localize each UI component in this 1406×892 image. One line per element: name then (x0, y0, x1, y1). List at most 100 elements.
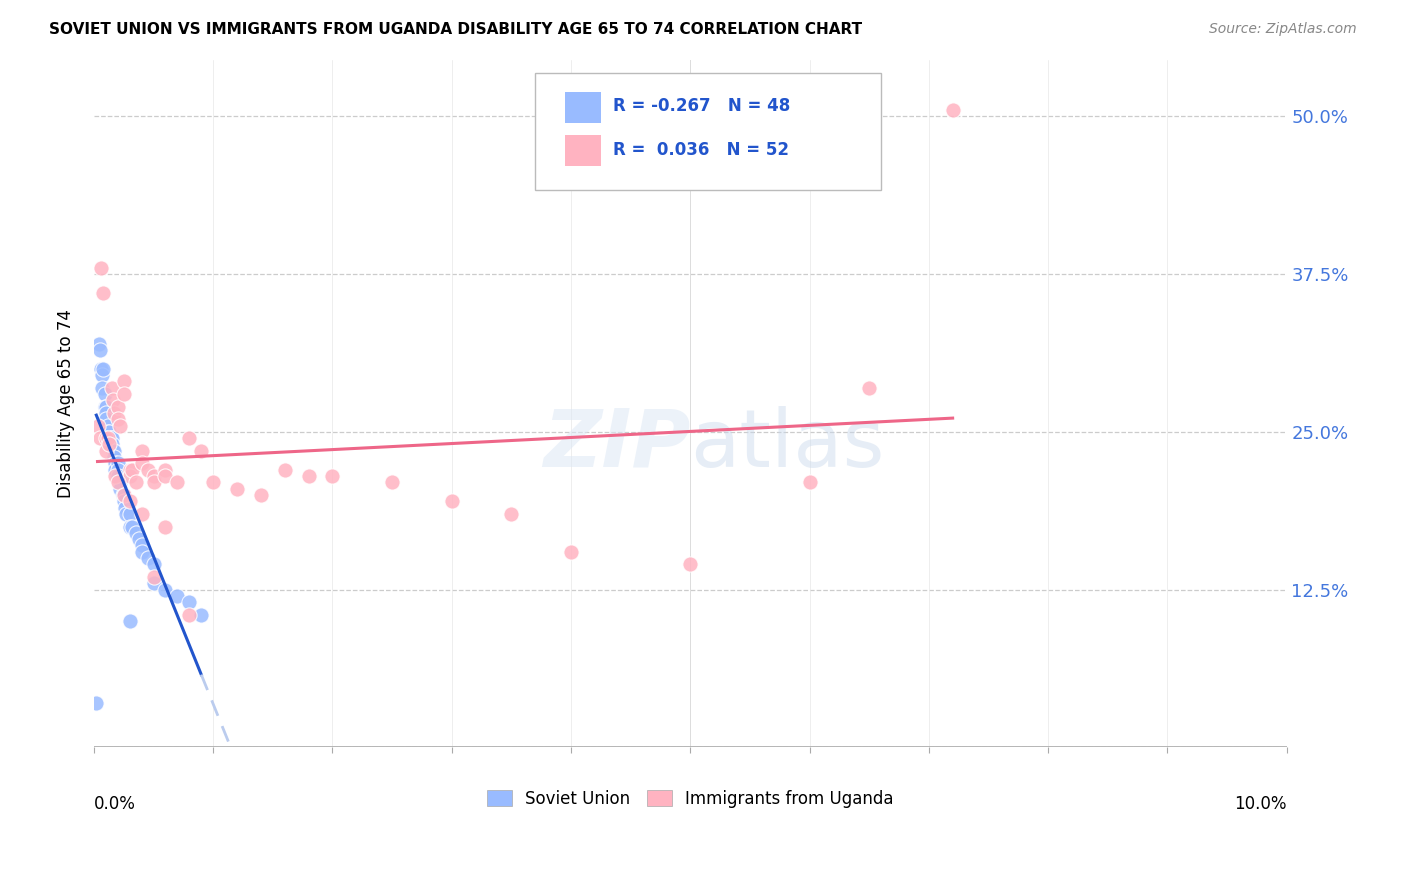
Point (297, 469, 319, 483)
Point (858, 381, 880, 395)
Point (94, 443, 117, 458)
Point (118, 507, 141, 521)
Point (381, 475, 404, 490)
Text: R =  0.036   N = 52: R = 0.036 N = 52 (613, 141, 789, 159)
Point (112, 387, 135, 401)
Point (250, 488, 273, 502)
Point (108, 482, 131, 496)
Point (107, 457, 129, 471)
Point (131, 457, 153, 471)
Point (98, 425, 121, 439)
Point (108, 418, 131, 433)
Point (155, 582, 177, 597)
Text: R = -0.267   N = 48: R = -0.267 N = 48 (613, 97, 790, 115)
Point (112, 375, 135, 389)
Point (89, 431, 111, 445)
Point (112, 494, 135, 508)
Point (93, 361, 115, 376)
Point (560, 545, 582, 559)
Point (86, 696, 108, 710)
Point (112, 488, 135, 502)
Point (101, 437, 124, 451)
Point (94, 412, 117, 426)
Text: 0.0%: 0.0% (94, 796, 136, 814)
Point (136, 551, 159, 566)
Point (942, 103, 965, 117)
Text: Source: ZipAtlas.com: Source: ZipAtlas.com (1209, 22, 1357, 37)
Point (440, 494, 463, 508)
Point (91, 368, 114, 382)
Point (93, 387, 115, 401)
Point (97, 425, 120, 439)
Point (103, 450, 125, 464)
Point (679, 558, 702, 572)
Point (104, 457, 127, 471)
Point (121, 463, 143, 477)
Point (94, 400, 117, 414)
Point (202, 475, 225, 490)
Text: atlas: atlas (690, 406, 884, 483)
Point (190, 443, 212, 458)
Point (98, 437, 121, 451)
Point (107, 463, 129, 477)
Point (131, 545, 153, 559)
Point (93, 286, 115, 301)
Point (179, 595, 201, 609)
Point (190, 607, 212, 622)
Point (90, 260, 112, 275)
Point (111, 488, 134, 502)
Point (179, 607, 201, 622)
Point (124, 525, 146, 540)
Point (114, 500, 136, 515)
Point (131, 443, 153, 458)
Point (90, 361, 112, 376)
Point (97, 418, 120, 433)
Point (118, 519, 141, 533)
Point (118, 469, 141, 483)
Point (131, 507, 153, 521)
Point (226, 482, 249, 496)
Point (128, 532, 150, 546)
Point (799, 475, 821, 490)
Point (166, 475, 188, 490)
Point (136, 463, 159, 477)
Point (103, 443, 125, 458)
Text: ZIP: ZIP (543, 406, 690, 483)
Legend: Soviet Union, Immigrants from Uganda: Soviet Union, Immigrants from Uganda (479, 783, 900, 814)
Point (179, 431, 201, 445)
Y-axis label: Disability Age 65 to 74: Disability Age 65 to 74 (58, 309, 75, 498)
Point (142, 570, 165, 584)
Point (155, 469, 177, 483)
Point (101, 443, 124, 458)
Point (91, 381, 114, 395)
Point (131, 538, 153, 552)
Point (112, 488, 135, 502)
FancyBboxPatch shape (565, 92, 600, 123)
Point (142, 558, 165, 572)
Text: SOVIET UNION VS IMMIGRANTS FROM UGANDA DISABILITY AGE 65 TO 74 CORRELATION CHART: SOVIET UNION VS IMMIGRANTS FROM UGANDA D… (49, 22, 862, 37)
Point (100, 431, 122, 445)
Point (107, 412, 129, 426)
Point (155, 519, 177, 533)
Point (101, 393, 124, 408)
Point (142, 576, 165, 591)
Point (118, 494, 141, 508)
Point (107, 400, 129, 414)
Point (107, 475, 129, 490)
Point (101, 431, 124, 445)
Point (121, 519, 143, 533)
Point (321, 469, 343, 483)
Point (86, 418, 108, 433)
Point (274, 463, 297, 477)
Point (166, 589, 188, 603)
FancyBboxPatch shape (565, 136, 600, 166)
Point (107, 469, 129, 483)
Point (93, 400, 115, 414)
Point (104, 469, 127, 483)
Point (87, 336, 110, 351)
Point (142, 475, 165, 490)
Point (118, 463, 141, 477)
Point (118, 614, 141, 628)
Point (108, 475, 131, 490)
Point (104, 463, 127, 477)
